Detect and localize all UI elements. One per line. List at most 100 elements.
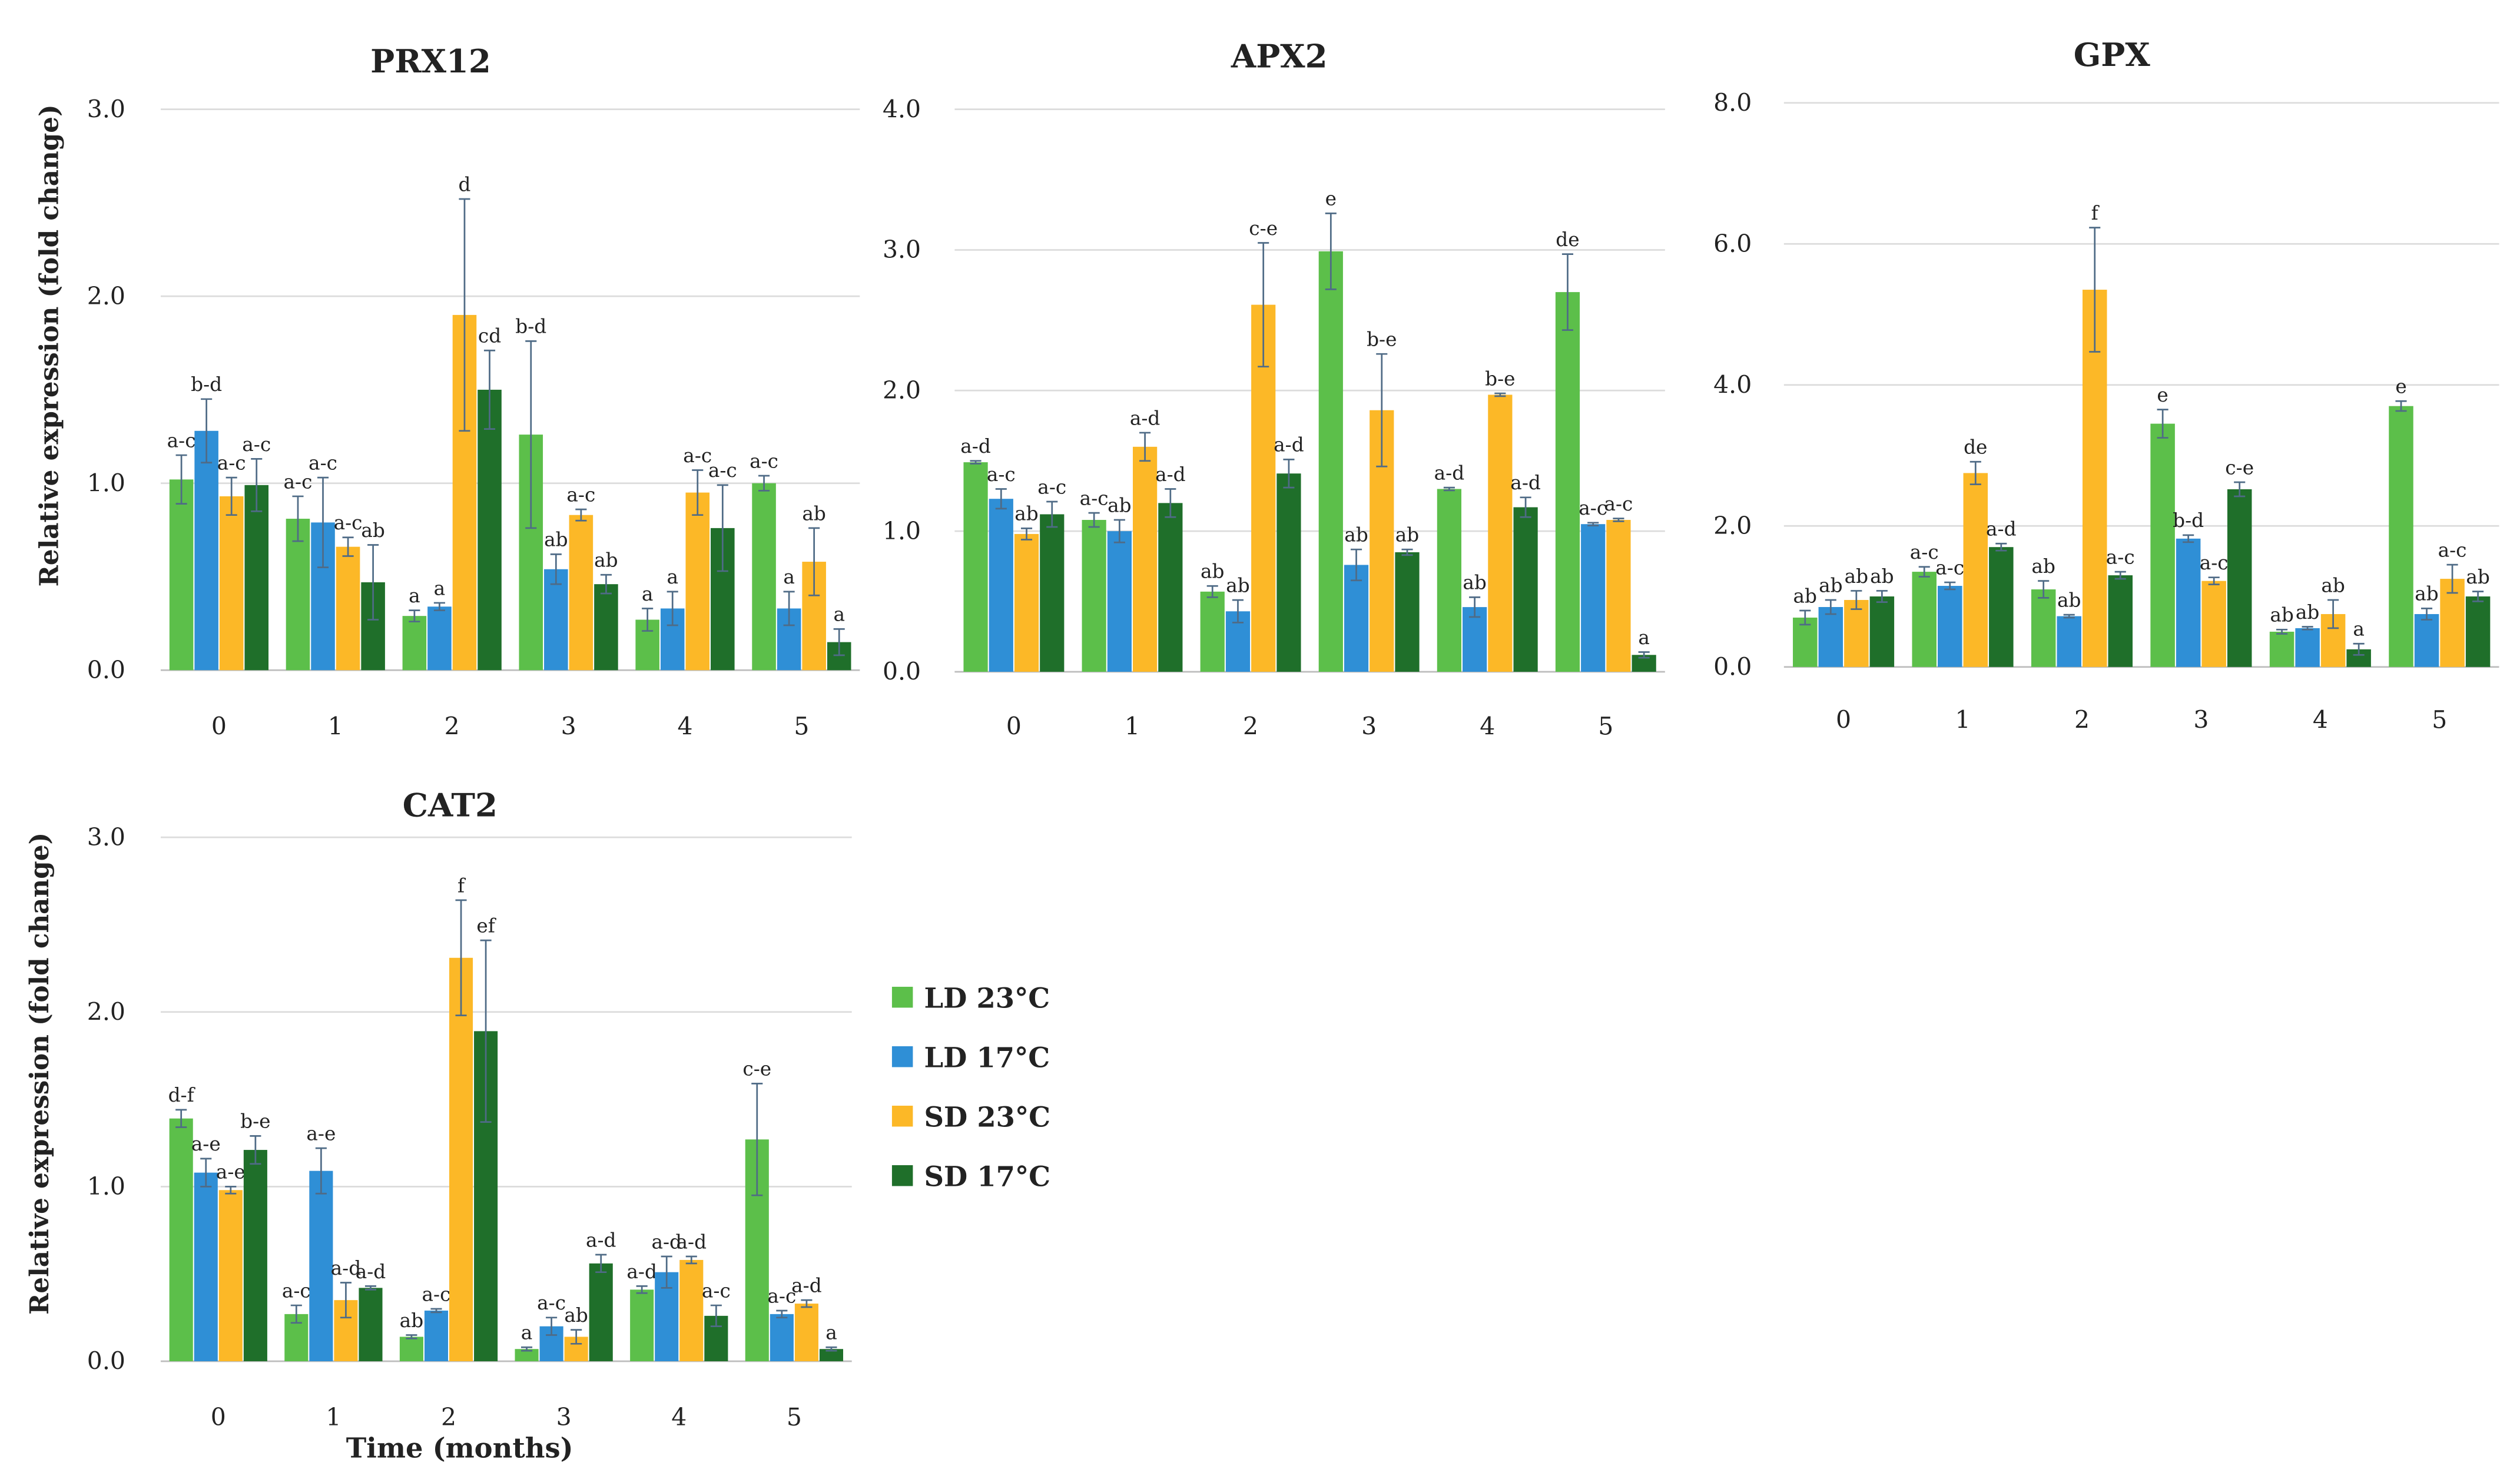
apx2-significance-label: ab (1226, 575, 1250, 597)
gpx-significance-label: de (1964, 436, 1987, 459)
apx2-bar-ld-17-c-4 (1463, 607, 1487, 672)
cat2-x-tick-label: 4 (671, 1403, 687, 1431)
gpx-bar-sd-17-c-0 (1869, 596, 1895, 667)
cat2-bar-sd-17-c-3 (589, 1263, 613, 1361)
gpx-bar-ld-23-c-2 (2031, 589, 2056, 667)
gpx-x-tick-label: 5 (2432, 706, 2447, 734)
cat2-significance-label: b-e (240, 1110, 270, 1133)
prx12-significance-label: ab (802, 502, 825, 525)
prx12-significance-label: a-c (284, 470, 313, 493)
apx2-bar-ld-23-c-4 (1437, 489, 1462, 672)
apx2-significance-label: a-c (1037, 476, 1066, 498)
prx12-y-axis-label: Relative expression (fold change) (34, 104, 64, 586)
prx12-x-tick-label: 3 (561, 712, 576, 740)
apx2-significance-label: a-c (1080, 487, 1109, 509)
cat2-bar-ld-23-c-0 (169, 1118, 193, 1361)
apx2-y-tick-label: 3.0 (883, 236, 921, 264)
gpx-bar-ld-17-c-0 (1818, 606, 1843, 667)
legend-swatch-sd-17-c (891, 1165, 913, 1186)
legend-label-ld-17-c: LD 17°C (924, 1041, 1050, 1073)
cat2-x-tick-label: 2 (441, 1403, 456, 1431)
apx2-significance-label: a-d (1155, 463, 1186, 486)
prx12-bar-ld-17-c-3 (544, 569, 568, 671)
apx2-significance-label: ab (1395, 524, 1420, 546)
prx12-bar-ld-23-c-5 (752, 483, 776, 671)
gpx-chart-title: GPX (2074, 36, 2151, 74)
gpx-significance-label: a-c (1935, 556, 1964, 579)
gpx-bar-ld-17-c-4 (2295, 628, 2320, 667)
gpx-bar-sd-17-c-5 (2465, 596, 2491, 667)
cat2-significance-label: c-e (742, 1058, 771, 1080)
gpx-significance-label: e (2157, 384, 2168, 406)
cat2-x-tick-label: 3 (556, 1403, 572, 1431)
cat2-significance-label: a-d (356, 1261, 386, 1283)
gpx-bar-ld-23-c-1 (1912, 572, 1937, 667)
prx12-significance-label: a-c (750, 450, 778, 472)
cat2-bar-sd-23-c-4 (679, 1259, 704, 1361)
cat2-y-tick-label: 1.0 (87, 1172, 125, 1201)
prx12-significance-label: a (642, 583, 654, 605)
prx12-x-tick-label: 1 (328, 712, 343, 740)
apx2-y-tick-label: 4.0 (883, 95, 921, 123)
apx2-bar-ld-23-c-0 (963, 462, 988, 672)
cat2-significance-label: a-d (586, 1229, 616, 1251)
cat2-significance-label: a-c (702, 1279, 731, 1302)
gpx-significance-label: ab (2270, 604, 2294, 626)
gpx-y-tick-label: 2.0 (1713, 512, 1752, 540)
apx2-bar-ld-23-c-2 (1200, 591, 1225, 672)
gpx-bar-ld-23-c-3 (2150, 423, 2175, 667)
cat2-bar-ld-17-c-0 (194, 1172, 218, 1361)
prx12-bar-ld-17-c-0 (194, 430, 218, 671)
prx12-y-tick-label: 1.0 (87, 469, 125, 497)
gpx-significance-label: a-c (2438, 539, 2467, 561)
cat2-significance-label: ef (476, 914, 496, 937)
apx2-significance-label: ab (1108, 494, 1132, 516)
gpx-significance-label: ab (1845, 565, 1868, 588)
gpx-y-tick-label: 6.0 (1713, 230, 1752, 258)
apx2-significance-label: ab (1463, 572, 1487, 594)
gpx-significance-label: ab (1819, 574, 1842, 596)
cat2-x-tick-label: 5 (787, 1403, 802, 1431)
cat2-significance-label: d-f (168, 1084, 196, 1106)
gpx-bar-ld-17-c-5 (2414, 614, 2439, 667)
gpx-x-tick-label: 3 (2193, 706, 2209, 734)
apx2-x-tick-label: 4 (1480, 712, 1495, 740)
cat2-significance-label: a-c (537, 1292, 566, 1314)
cat2-significance-label: a-c (767, 1285, 796, 1307)
prx12-significance-label: a (409, 585, 420, 607)
prx12-bar-sd-17-c-2 (478, 389, 502, 671)
legend-label-sd-17-c: SD 17°C (924, 1160, 1051, 1192)
cat2-y-axis-label: Relative expression (fold change) (25, 833, 55, 1315)
gpx-significance-label: a (2353, 618, 2365, 641)
cat2-significance-label: a-d (626, 1261, 657, 1283)
legend-label-ld-23-c: LD 23°C (924, 981, 1050, 1014)
gpx-x-tick-label: 4 (2313, 706, 2328, 734)
gpx-bar-sd-23-c-1 (1963, 473, 1988, 667)
apx2-bar-sd-23-c-0 (1014, 533, 1039, 672)
gpx-bar-ld-17-c-2 (2057, 616, 2081, 667)
gpx-significance-label: f (2091, 202, 2100, 224)
apx2-significance-label: a-d (1274, 434, 1304, 456)
prx12-significance-label: b-d (191, 373, 222, 396)
gpx-significance-label: ab (2296, 601, 2320, 624)
apx2-y-tick-label: 0.0 (883, 658, 921, 686)
apx2-chart-title: APX2 (1231, 38, 1328, 75)
cat2-bar-sd-17-c-5 (819, 1349, 844, 1361)
prx12-significance-label: a-c (309, 452, 337, 475)
apx2-significance-label: de (1556, 228, 1579, 251)
cat2-significance-label: ab (400, 1309, 424, 1332)
prx12-x-tick-label: 0 (211, 712, 227, 740)
cat2-bar-ld-23-c-4 (630, 1289, 654, 1361)
apx2-significance-label: a-c (987, 463, 1016, 486)
gpx-significance-label: ab (1870, 565, 1894, 588)
legend-label-sd-23-c: SD 23°C (924, 1100, 1051, 1133)
apx2-bar-sd-17-c-1 (1158, 503, 1183, 672)
cat2-x-axis-label: Time (months) (346, 1432, 573, 1464)
cat2-significance-label: a-d (331, 1257, 362, 1279)
apx2-bar-sd-23-c-1 (1133, 446, 1158, 672)
apx2-significance-label: c-e (1249, 217, 1278, 240)
prx12-significance-label: a-c (217, 452, 246, 475)
cat2-significance-label: a-d (677, 1231, 707, 1253)
cat2-significance-label: a-e (216, 1161, 246, 1183)
